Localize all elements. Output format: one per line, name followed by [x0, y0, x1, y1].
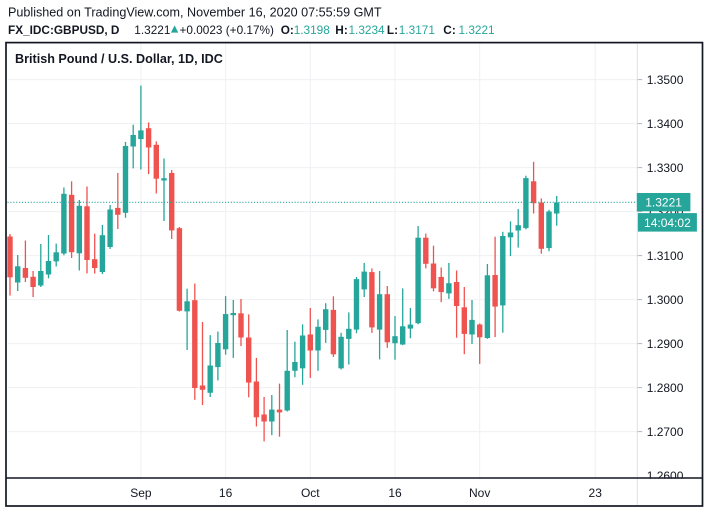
svg-text:16: 16: [219, 486, 233, 500]
svg-text:23: 23: [589, 486, 603, 500]
svg-text:16: 16: [388, 486, 402, 500]
svg-text:1.2900: 1.2900: [647, 337, 684, 351]
svg-text:1.2800: 1.2800: [647, 381, 684, 395]
svg-text:1.3400: 1.3400: [647, 117, 684, 131]
svg-text:1.3221: 1.3221: [645, 196, 682, 210]
svg-text:14:04:02: 14:04:02: [644, 216, 691, 230]
svg-text:Nov: Nov: [469, 486, 490, 500]
svg-text:British Pound / U.S. Dollar, 1: British Pound / U.S. Dollar, 1D, IDC: [15, 52, 223, 66]
svg-text:1.3500: 1.3500: [647, 73, 684, 87]
svg-text:FX_IDC:GBPUSD, D1.3221+0.0023: FX_IDC:GBPUSD, D 1.3221 +0.0023 (+0.17%) O:…: [8, 23, 495, 37]
svg-text:1.3100: 1.3100: [647, 249, 684, 263]
svg-text:1.3300: 1.3300: [647, 161, 684, 175]
svg-text:Sep: Sep: [130, 486, 152, 500]
svg-text:Oct: Oct: [301, 486, 320, 500]
svg-text:1.3000: 1.3000: [647, 293, 684, 307]
svg-text:1.2700: 1.2700: [647, 425, 684, 439]
svg-text:Published on TradingView.com,: Published on TradingView.com, November 1…: [8, 5, 382, 19]
